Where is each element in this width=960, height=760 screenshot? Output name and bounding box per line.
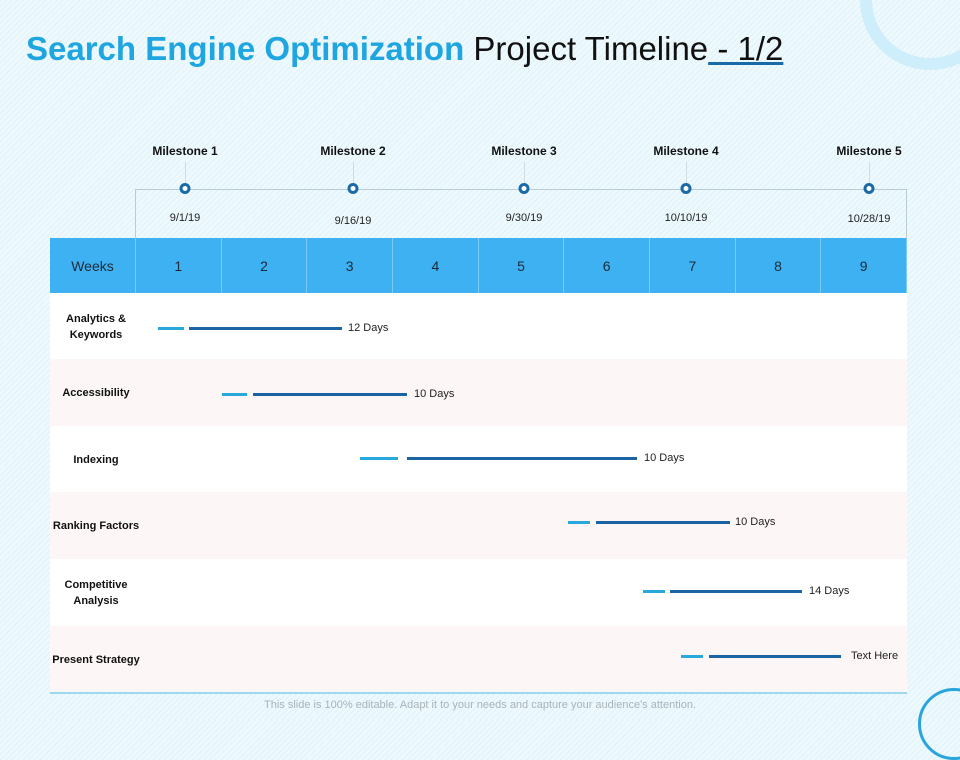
task-duration: Text Here	[851, 650, 899, 662]
task-row: Competitive Analysis 14 Days	[50, 559, 907, 626]
milestone-label: Milestone 1	[152, 144, 218, 158]
task-bar-lead	[643, 590, 665, 593]
milestone-label: Milestone 3	[491, 144, 557, 158]
task-name: Competitive Analysis	[64, 578, 128, 607]
milestone-label: Milestone 4	[653, 144, 719, 158]
divider	[50, 692, 907, 694]
milestone-marker-icon[interactable]	[680, 183, 692, 194]
milestone-stem	[524, 162, 525, 184]
title-highlight: Search Engine Optimization	[26, 30, 465, 67]
footer-note: This slide is 100% editable. Adapt it to…	[264, 699, 696, 711]
title-page-number: - 1/2	[708, 30, 784, 67]
task-bar-lead	[222, 393, 247, 396]
task-duration: 10 Days	[735, 516, 776, 528]
task-name: Analytics & Keywords	[66, 312, 126, 341]
week-column-header: 9	[821, 238, 908, 293]
task-row: Accessibility 10 Days	[50, 359, 907, 426]
gantt-body: Analytics & Keywords 12 Days Accessibili…	[50, 293, 907, 693]
task-row: Ranking Factors 10 Days	[50, 492, 907, 559]
task-bar-lead	[568, 521, 590, 524]
milestone-date: 10/10/19	[664, 212, 708, 224]
task-duration: 10 Days	[644, 452, 685, 464]
task-bar-lead	[360, 457, 398, 460]
milestone-marker-icon[interactable]	[347, 183, 359, 194]
week-column-header: 2	[222, 238, 308, 293]
milestone-date: 9/1/19	[169, 212, 201, 224]
task-bar-lead	[681, 655, 703, 658]
week-column-header: 4	[393, 238, 479, 293]
task-duration: 12 Days	[348, 322, 389, 334]
milestone-stem	[353, 162, 354, 184]
task-row: Indexing 10 Days	[50, 426, 907, 493]
task-bar[interactable]	[596, 521, 730, 524]
week-column-header: 6	[564, 238, 651, 293]
milestone-label: Milestone 2	[320, 144, 386, 158]
milestone-stem	[185, 162, 186, 184]
task-name: Accessibility	[62, 386, 130, 399]
task-row: Present Strategy Text Here	[50, 626, 907, 693]
week-column-header: 7	[650, 238, 736, 293]
milestone-date: 9/30/19	[505, 212, 543, 224]
milestone-date: 10/28/19	[847, 213, 891, 225]
milestone-stem	[869, 162, 870, 184]
week-column-header: 8	[736, 238, 822, 293]
milestone-marker-icon[interactable]	[863, 183, 875, 194]
week-column-header: 1	[136, 238, 222, 293]
week-column-header: 5	[479, 238, 565, 293]
task-bar[interactable]	[407, 457, 637, 460]
task-name: Indexing	[73, 453, 119, 466]
task-duration: 10 Days	[414, 388, 455, 400]
decorative-circle	[860, 0, 960, 70]
milestone-marker-icon[interactable]	[179, 183, 191, 194]
task-name: Present Strategy	[52, 653, 140, 666]
weeks-label: Weeks	[50, 238, 136, 293]
task-bar[interactable]	[670, 590, 802, 593]
task-row: Analytics & Keywords 12 Days	[50, 293, 907, 360]
task-bar[interactable]	[709, 655, 841, 658]
week-column-header: 3	[307, 238, 393, 293]
milestone-marker-icon[interactable]	[518, 183, 530, 194]
task-duration: 14 Days	[809, 585, 850, 597]
milestone-date: 9/16/19	[334, 215, 372, 227]
milestone-stem	[686, 162, 687, 184]
task-bar[interactable]	[253, 393, 407, 396]
task-bar-lead	[158, 327, 184, 330]
task-name: Ranking Factors	[52, 519, 140, 532]
milestone-label: Milestone 5	[836, 144, 902, 158]
page-title: Search Engine Optimization Project Timel…	[26, 30, 783, 68]
task-bar[interactable]	[189, 327, 342, 330]
title-main: Project Timeline	[473, 30, 709, 67]
